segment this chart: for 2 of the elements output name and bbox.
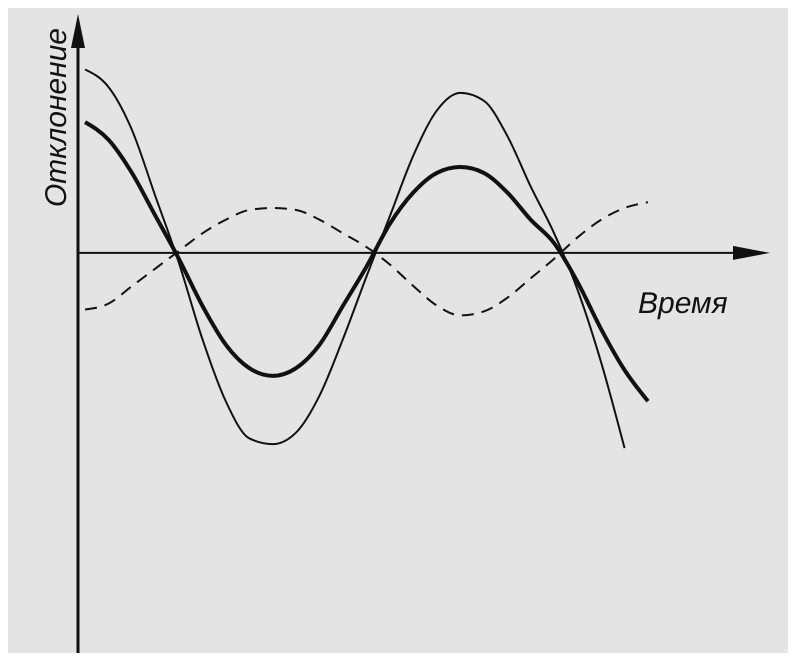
x-axis-title: Время [638, 286, 728, 320]
y-axis-title: Отклонение [40, 28, 73, 208]
